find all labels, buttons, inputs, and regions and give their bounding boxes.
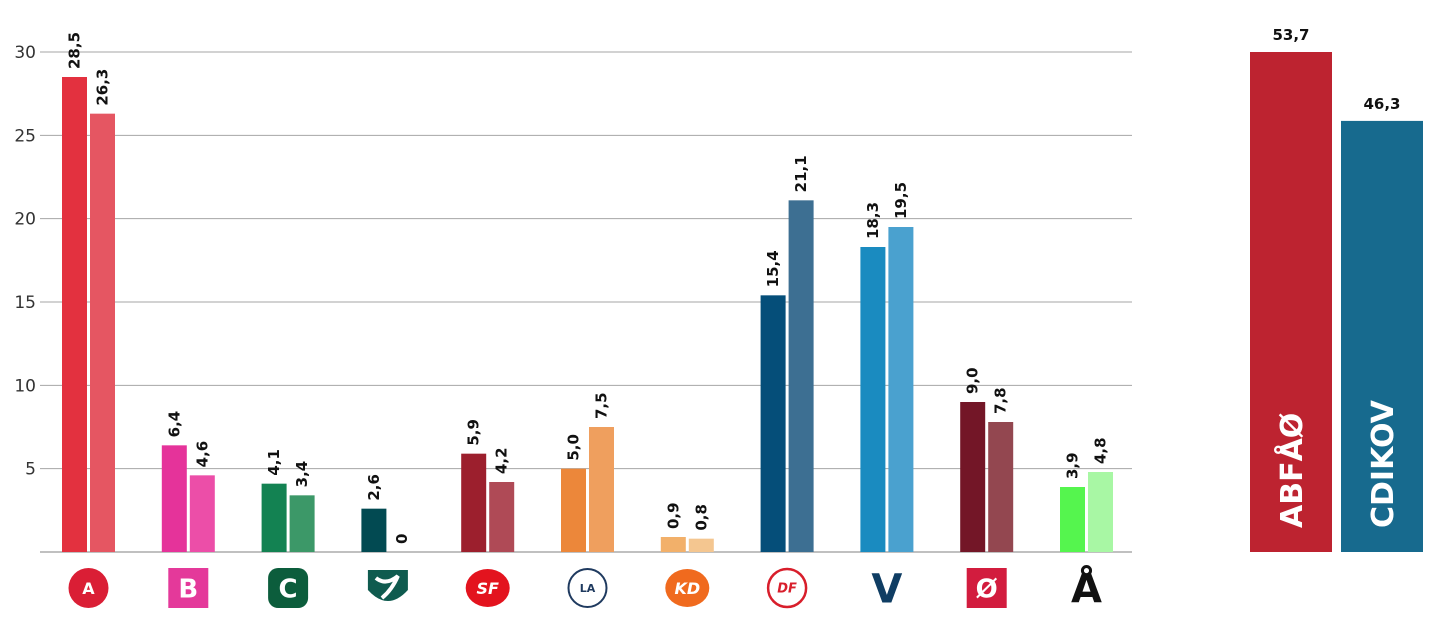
v-logo: V bbox=[871, 566, 902, 612]
y-tick-label: 30 bbox=[14, 43, 36, 63]
data-label: 26,3 bbox=[94, 69, 112, 106]
block-name-label: ABFÅØ bbox=[1273, 413, 1310, 528]
y-tick-label: 20 bbox=[14, 210, 36, 230]
data-label: 18,3 bbox=[864, 202, 882, 239]
data-label: 21,1 bbox=[792, 155, 810, 192]
block-bar-abfåø bbox=[1250, 52, 1332, 552]
df-logo: DF bbox=[766, 567, 808, 609]
k-logo bbox=[367, 570, 408, 601]
bar-v-2 bbox=[888, 227, 914, 552]
bar-c-2 bbox=[289, 495, 315, 552]
svg-text:A: A bbox=[82, 579, 95, 598]
data-label: 4,6 bbox=[193, 441, 211, 468]
y-tick-label: 25 bbox=[14, 126, 36, 146]
bar-df-1 bbox=[760, 295, 786, 552]
bar-kd-2 bbox=[688, 538, 714, 552]
svg-text:DF: DF bbox=[777, 582, 797, 597]
party-logos: A B C SF LA KD DF V Ø Å bbox=[68, 563, 1102, 612]
y-axis-ticks: 5 10 15 20 25 30 bbox=[14, 43, 36, 480]
bar-c-1 bbox=[261, 483, 287, 552]
y-tick-label: 5 bbox=[25, 460, 36, 480]
y-tick-label: 10 bbox=[14, 376, 36, 396]
data-label: 7,8 bbox=[992, 387, 1010, 414]
data-label: 5,0 bbox=[565, 434, 583, 461]
svg-text:Å: Å bbox=[1071, 563, 1102, 612]
bar-la-1 bbox=[561, 468, 586, 552]
data-label: 0,8 bbox=[692, 504, 710, 531]
data-label: 19,5 bbox=[892, 182, 910, 219]
data-label: 3,9 bbox=[1064, 452, 1082, 479]
b-logo: B bbox=[168, 568, 209, 608]
data-label: 15,4 bbox=[764, 250, 782, 287]
c-logo: C bbox=[268, 568, 309, 608]
bar-df-2 bbox=[788, 200, 814, 553]
y-tick-label: 15 bbox=[14, 293, 36, 313]
svg-text:SF: SF bbox=[476, 579, 499, 598]
data-label: 2,6 bbox=[365, 474, 383, 501]
party-bars bbox=[62, 77, 1113, 553]
sf-logo: SF bbox=[465, 569, 510, 607]
bar-sf-1 bbox=[461, 453, 487, 552]
data-label: 7,5 bbox=[593, 392, 611, 419]
data-label: 0 bbox=[393, 534, 411, 544]
data-label: 4,2 bbox=[493, 447, 511, 474]
bar-kd-1 bbox=[660, 537, 686, 552]
data-label: 5,9 bbox=[465, 419, 483, 446]
bar-ø-1 bbox=[960, 402, 986, 552]
bar-å-2 bbox=[1088, 472, 1113, 552]
svg-text:B: B bbox=[178, 574, 198, 604]
kd-logo: KD bbox=[665, 569, 710, 607]
block-bar-cdikov bbox=[1341, 120, 1423, 552]
bar-v-1 bbox=[860, 247, 886, 552]
bar-å-1 bbox=[1060, 487, 1085, 552]
block-value-label: 53,7 bbox=[1272, 26, 1309, 44]
svg-text:KD: KD bbox=[674, 579, 700, 598]
bar-a-2 bbox=[90, 113, 115, 553]
bar-b-2 bbox=[189, 475, 215, 552]
data-label: 0,9 bbox=[664, 502, 682, 529]
block-name-label: CDIKOV bbox=[1366, 399, 1401, 528]
a-logo: A bbox=[68, 568, 109, 608]
bar-b-1 bbox=[161, 445, 187, 552]
bar-a-1 bbox=[62, 77, 87, 552]
data-label: 4,8 bbox=[1092, 437, 1110, 464]
oe-logo: Ø bbox=[966, 568, 1007, 608]
bar-k-1 bbox=[361, 508, 387, 552]
bar-ø-2 bbox=[988, 422, 1014, 552]
aa-logo: Å bbox=[1071, 563, 1102, 612]
block-value-label: 46,3 bbox=[1363, 95, 1400, 113]
data-label: 28,5 bbox=[66, 32, 84, 69]
svg-text:Ø: Ø bbox=[976, 574, 998, 604]
la-logo: LA bbox=[567, 568, 608, 608]
bar-la-2 bbox=[589, 427, 614, 552]
svg-text:C: C bbox=[279, 574, 298, 604]
data-label: 9,0 bbox=[964, 367, 982, 394]
svg-text:LA: LA bbox=[580, 582, 596, 595]
data-labels: 28,5 26,3 6,4 4,6 4,1 3,4 2,6 0 5,9 4,2 5,0 7,5 0,9 0… bbox=[66, 32, 1110, 544]
block-bars: 53,7 ABFÅØ 46,3 CDIKOV bbox=[1250, 26, 1423, 552]
data-label: 6,4 bbox=[165, 411, 183, 438]
bar-sf-2 bbox=[489, 482, 515, 552]
data-label: 4,1 bbox=[265, 449, 283, 476]
data-label: 3,4 bbox=[293, 461, 311, 488]
svg-text:V: V bbox=[871, 566, 902, 612]
